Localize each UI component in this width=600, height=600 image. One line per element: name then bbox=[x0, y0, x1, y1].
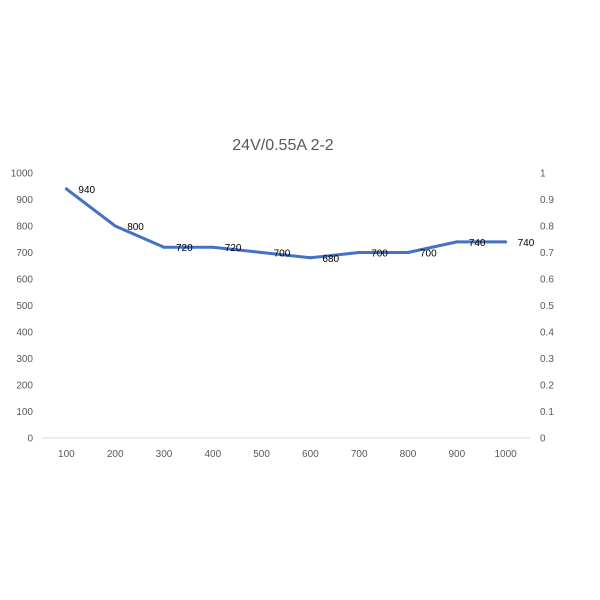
y-tick-label: 600 bbox=[16, 275, 33, 286]
y-tick-label: 1000 bbox=[11, 169, 34, 180]
y2-tick-label: 0.4 bbox=[540, 328, 554, 339]
x-tick-label: 700 bbox=[351, 449, 368, 460]
series-line bbox=[64, 187, 508, 260]
data-point bbox=[308, 256, 312, 260]
y-tick-label: 100 bbox=[16, 407, 33, 418]
y-axis-ticks: 0 100 200 300 400 500 600 700 800 900 1000 bbox=[11, 169, 34, 445]
data-point bbox=[113, 224, 117, 228]
y-tick-label: 200 bbox=[16, 381, 33, 392]
x-tick-label: 500 bbox=[253, 449, 270, 460]
y2-tick-label: 0.3 bbox=[540, 354, 554, 365]
data-point bbox=[211, 245, 215, 249]
y2-tick-label: 0.2 bbox=[540, 381, 554, 392]
data-point bbox=[406, 251, 410, 254]
x-tick-label: 1000 bbox=[494, 449, 517, 460]
y-tick-label: 900 bbox=[16, 195, 33, 206]
y2-tick-label: 0.1 bbox=[540, 407, 554, 418]
y2-tick-label: 1 bbox=[540, 169, 546, 180]
y-tick-label: 500 bbox=[16, 301, 33, 312]
chart-title: 24V/0.55A 2-2 bbox=[232, 137, 334, 154]
data-point bbox=[357, 251, 361, 254]
data-point bbox=[162, 245, 166, 249]
y2-tick-label: 0.7 bbox=[540, 248, 554, 259]
y2-tick-label: 0.9 bbox=[540, 195, 554, 206]
data-label: 800 bbox=[127, 222, 144, 233]
data-label: 940 bbox=[78, 185, 95, 196]
data-labels: 940 800 720 720 700 680 700 700 740 740 bbox=[64, 185, 535, 265]
y2-tick-label: 0.6 bbox=[540, 275, 554, 286]
y-tick-label: 400 bbox=[16, 328, 33, 339]
y-tick-label: 800 bbox=[16, 222, 33, 233]
x-tick-label: 600 bbox=[302, 449, 319, 460]
data-point bbox=[504, 240, 508, 244]
x-tick-label: 200 bbox=[107, 449, 124, 460]
data-point bbox=[260, 251, 264, 254]
x-axis-ticks: 100 200 300 400 500 600 700 800 900 1000 bbox=[58, 449, 517, 460]
data-label: 720 bbox=[176, 243, 193, 254]
x-tick-label: 900 bbox=[448, 449, 465, 460]
y-tick-label: 0 bbox=[27, 434, 33, 445]
data-point bbox=[455, 240, 459, 244]
y2-tick-label: 0 bbox=[540, 434, 546, 445]
data-label: 680 bbox=[322, 254, 339, 265]
y2-tick-label: 0.5 bbox=[540, 301, 554, 312]
x-tick-label: 800 bbox=[400, 449, 417, 460]
y-tick-label: 700 bbox=[16, 248, 33, 259]
data-label: 740 bbox=[518, 238, 535, 249]
y-tick-label: 300 bbox=[16, 354, 33, 365]
data-label: 700 bbox=[274, 249, 291, 260]
secondary-y-axis-ticks: 0 0.1 0.2 0.3 0.4 0.5 0.6 0.7 0.8 0.9 1 bbox=[540, 169, 554, 445]
y2-tick-label: 0.8 bbox=[540, 222, 554, 233]
data-label: 700 bbox=[420, 249, 437, 260]
data-label: 740 bbox=[469, 238, 486, 249]
data-label: 720 bbox=[225, 243, 242, 254]
data-point bbox=[64, 187, 68, 191]
x-tick-label: 400 bbox=[204, 449, 221, 460]
data-label: 700 bbox=[371, 249, 388, 260]
x-tick-label: 100 bbox=[58, 449, 75, 460]
x-tick-label: 300 bbox=[156, 449, 173, 460]
